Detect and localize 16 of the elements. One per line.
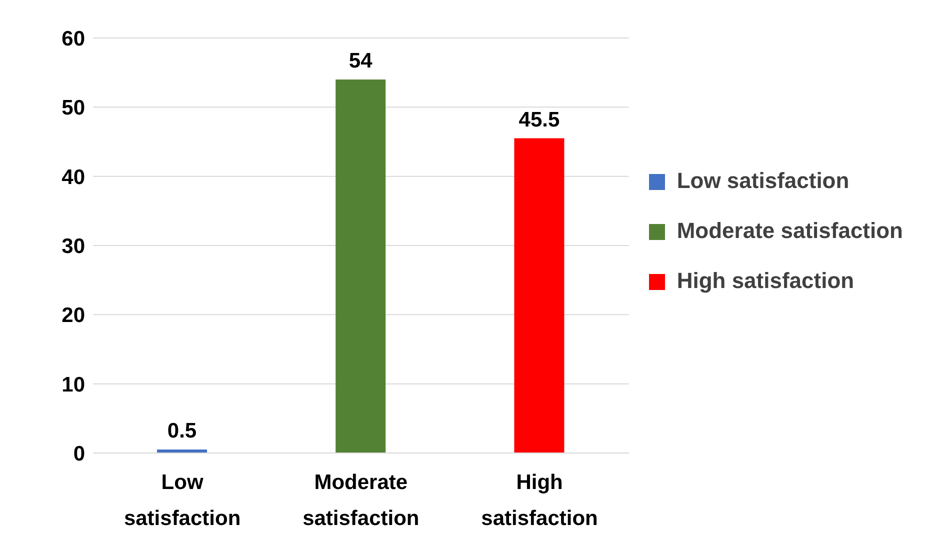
x-tick-label: Low satisfaction bbox=[124, 471, 241, 530]
y-tick-label: 40 bbox=[62, 166, 85, 189]
y-tick-label: 60 bbox=[62, 27, 85, 50]
legend-label: Low satisfaction bbox=[676, 168, 850, 192]
y-tick-label: 30 bbox=[62, 234, 85, 258]
x-tick-label: Moderate satisfaction bbox=[302, 471, 420, 530]
legend-label: Moderate satisfaction bbox=[676, 218, 903, 242]
data-label: 45.5 bbox=[518, 108, 560, 132]
data-label: 54 bbox=[348, 50, 373, 72]
x-tick-label: High satisfaction bbox=[481, 471, 598, 530]
legend-label: High satisfaction bbox=[676, 268, 854, 292]
y-tick-label: 50 bbox=[62, 96, 85, 120]
data-label: 0.5 bbox=[167, 420, 197, 443]
y-tick-label: 10 bbox=[62, 373, 85, 396]
y-tick-label: 20 bbox=[62, 304, 85, 328]
y-tick-label: 0 bbox=[73, 442, 85, 466]
